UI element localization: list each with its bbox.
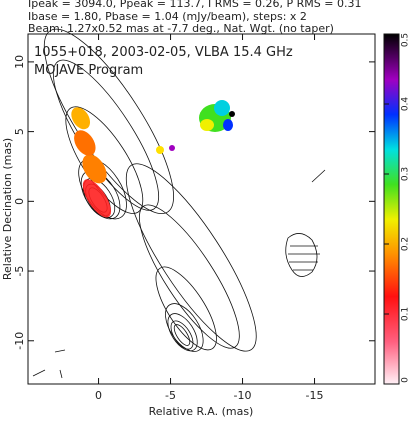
colorbar-tick-label: 0.3 xyxy=(401,167,410,181)
y-tick-label: 5 xyxy=(13,128,26,135)
y-axis-label: Relative Decination (mas) xyxy=(1,138,14,280)
header-line: Ibase = 1.80, Pbase = 1.04 (mJy/beam), s… xyxy=(28,10,307,23)
polarization-blob xyxy=(156,100,235,154)
x-tick-label: 0 xyxy=(95,389,102,402)
x-tick-label: -5 xyxy=(165,389,176,402)
y-tick-label: 10 xyxy=(13,55,26,69)
x-tick-label: -15 xyxy=(306,389,324,402)
y-tick-label: -5 xyxy=(13,266,26,277)
colorbar xyxy=(383,33,400,385)
x-tick-label: -10 xyxy=(234,389,252,402)
colorbar-tick-label: 0.2 xyxy=(401,237,410,251)
chart-title: 1055+018, 2003-02-05, VLBA 15.4 GHz xyxy=(34,45,293,60)
header: Ipeak = 3094.0, Ppeak = 113.7, I RMS = 0… xyxy=(28,0,362,35)
x-axis-label: Relative R.A. (mas) xyxy=(149,405,254,418)
polarization-color xyxy=(71,107,112,218)
plot-frame xyxy=(27,33,376,385)
colorbar-tick-label: 0 xyxy=(401,377,410,383)
colorbar-tick-label: 0.1 xyxy=(401,307,410,321)
colorbar-tick-label: 0.4 xyxy=(401,97,410,112)
y-tick-label: 0 xyxy=(13,198,26,205)
colorbar-tick-label: 0.5 xyxy=(401,33,410,47)
header-line: Beam: 1.27x0.52 mas at -7.7 deg., Nat. W… xyxy=(28,22,334,35)
header-line: Ipeak = 3094.0, Ppeak = 113.7, I RMS = 0… xyxy=(28,0,362,10)
y-tick-label: -10 xyxy=(13,332,26,350)
chart-subtitle: MOJAVE Program xyxy=(34,63,143,78)
